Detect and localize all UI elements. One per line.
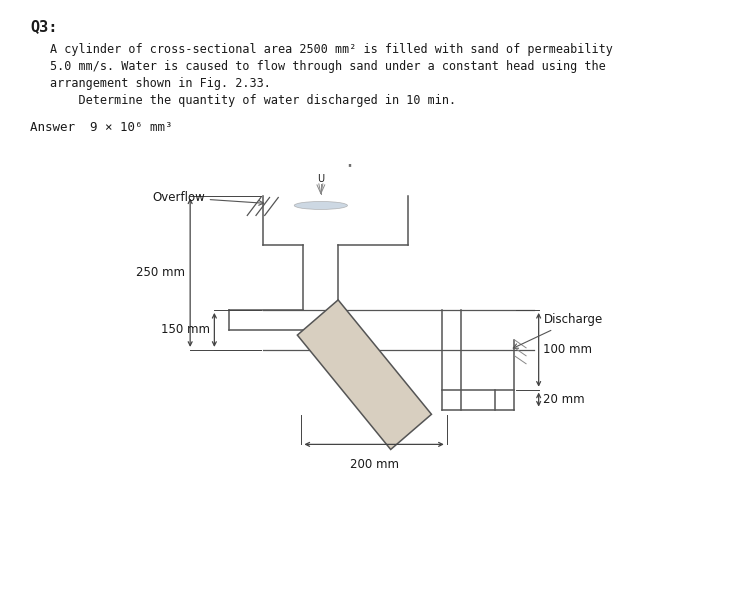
Text: 150 mm: 150 mm bbox=[160, 323, 210, 336]
Text: 5.0 mm/s. Water is caused to flow through sand under a constant head using the: 5.0 mm/s. Water is caused to flow throug… bbox=[49, 60, 605, 73]
Text: Answer  9 × 10⁶ mm³: Answer 9 × 10⁶ mm³ bbox=[31, 121, 173, 134]
Ellipse shape bbox=[294, 202, 348, 210]
Bar bbox=[297, 300, 431, 450]
Text: '': '' bbox=[348, 162, 352, 173]
Text: 100 mm: 100 mm bbox=[544, 343, 592, 356]
Text: A cylinder of cross-sectional area 2500 mm² is filled with sand of permeability: A cylinder of cross-sectional area 2500 … bbox=[49, 43, 613, 56]
Text: 250 mm: 250 mm bbox=[136, 266, 185, 279]
Text: Overflow: Overflow bbox=[152, 191, 264, 205]
Text: Q3:: Q3: bbox=[31, 19, 58, 34]
Text: 200 mm: 200 mm bbox=[350, 458, 398, 471]
Text: Determine the quantity of water discharged in 10 min.: Determine the quantity of water discharg… bbox=[49, 94, 456, 107]
Text: 20 mm: 20 mm bbox=[544, 393, 585, 406]
Text: Discharge: Discharge bbox=[513, 314, 603, 348]
Text: arrangement shown in Fig. 2.33.: arrangement shown in Fig. 2.33. bbox=[49, 77, 270, 90]
Text: U: U bbox=[318, 173, 324, 183]
